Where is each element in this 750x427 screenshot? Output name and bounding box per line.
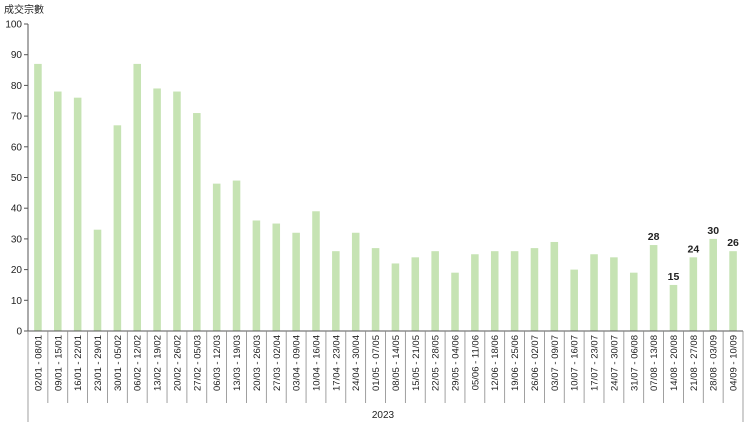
bar [729,251,737,331]
x-axis: 02/01 - 08/01 09/01 - 15/01 16/01 - 22/01 2… [27,330,744,424]
x-tick-label: 24/07 - 30/07 [609,335,620,391]
y-tick-label: 0 [16,327,22,338]
bar [153,88,161,331]
bar [490,251,499,331]
y-tick-label: 20 [11,265,23,276]
bar [252,220,261,331]
y-tick-label: 80 [11,81,23,92]
data-label: 30 [707,225,719,237]
bar [54,91,62,331]
bar [610,257,618,331]
y-tick-label: 30 [11,234,23,245]
x-tick-label: 06/03 - 12/03 [212,335,223,391]
bar [669,284,678,331]
x-tick-label: 10/04 - 16/04 [311,335,322,391]
y-tick-label: 60 [11,142,23,153]
x-tick-label: 03/04 - 09/04 [292,335,303,391]
x-tick-label: 22/05 - 28/05 [431,335,442,391]
y-tick-label: 70 [11,112,23,123]
bar [471,254,479,331]
y-axis-title: 成交宗數 [4,3,44,16]
bar [689,257,698,331]
x-tick-label: 21/08 - 27/08 [689,335,700,391]
bar [629,272,638,331]
x-tick-label: 31/07 - 06/08 [629,335,640,391]
bar [371,248,380,331]
x-tick-label: 19/06 - 25/06 [510,335,521,391]
x-tick-label: 12/06 - 18/06 [490,335,501,391]
bar [93,229,102,331]
x-tick-label: 27/03 - 02/04 [272,335,283,391]
bar [232,180,241,331]
bar [590,254,598,331]
data-label: 24 [688,243,700,255]
x-tick-label: 09/01 - 15/01 [53,335,64,391]
x-tick-label: 16/01 - 22/01 [73,335,84,391]
x-tick-label: 24/04 - 30/04 [351,335,362,391]
bar [292,232,300,331]
x-tick-label: 08/05 - 14/05 [391,335,402,391]
x-tick-label: 06/02 - 12/02 [133,335,144,391]
bar [332,251,340,331]
bar [173,91,181,331]
x-tick-label: 07/08 - 13/08 [649,335,660,391]
bar [530,248,539,331]
x-tick-label: 20/03 - 26/03 [252,335,263,391]
x-tick-label: 13/02 - 19/02 [153,335,164,391]
y-tick-label: 10 [11,296,23,307]
x-tick-label: 01/05 - 07/05 [371,335,382,391]
x-tick-label: 02/01 - 08/01 [33,335,44,391]
x-tick-label: 05/06 - 11/06 [470,335,481,390]
bar [133,63,142,331]
x-tick-label: 14/08 - 20/08 [669,335,680,391]
bar [550,241,559,331]
bar [451,272,459,331]
bar [73,97,82,332]
bar [272,223,281,331]
y-axis: 0 10 20 30 40 50 60 70 80 90 100 [5,20,29,338]
bar [709,238,717,331]
x-tick-label: 10/07 - 16/07 [570,335,581,391]
x-tick-label: 30/01 - 05/02 [113,335,124,391]
bar [351,232,360,331]
x-tick-label: 27/02 - 05/03 [192,335,203,391]
data-label: 28 [648,231,660,243]
x-tick-label: 28/08 - 03/09 [709,335,720,391]
bar [212,183,221,331]
x-tick-label: 03/07 - 09/07 [550,335,561,391]
y-tick-label: 40 [11,204,23,215]
y-tick-label: 100 [5,20,22,31]
x-tick-label: 17/04 - 23/04 [331,335,342,391]
x-tick-label: 04/09 - 10/09 [729,335,740,391]
bar [193,113,201,331]
data-labels-group: 28 15 24 30 26 [648,225,739,283]
bar [411,257,420,331]
data-label: 26 [727,237,739,249]
y-tick-label: 50 [11,173,23,184]
bar [113,125,122,331]
bar [34,63,42,331]
x-axis-group-label: 2023 [372,410,395,421]
x-tick-label: 17/07 - 23/07 [590,335,601,391]
bar [510,251,519,331]
bar [649,245,658,331]
bar [391,263,400,331]
data-label: 15 [668,271,680,283]
x-tick-label: 23/01 - 29/01 [93,335,104,391]
x-tick-label: 29/05 - 04/06 [451,335,462,391]
bar [570,269,578,331]
bar [431,251,439,331]
bars-group [34,63,737,332]
x-tick-label: 15/05 - 21/05 [411,335,422,391]
bar [312,211,320,331]
x-tick-label: 13/03 - 19/03 [232,335,243,391]
x-tick-label: 26/06 - 02/07 [530,335,541,391]
y-tick-label: 90 [11,50,23,61]
x-tick-label: 20/02 - 26/02 [172,335,183,391]
